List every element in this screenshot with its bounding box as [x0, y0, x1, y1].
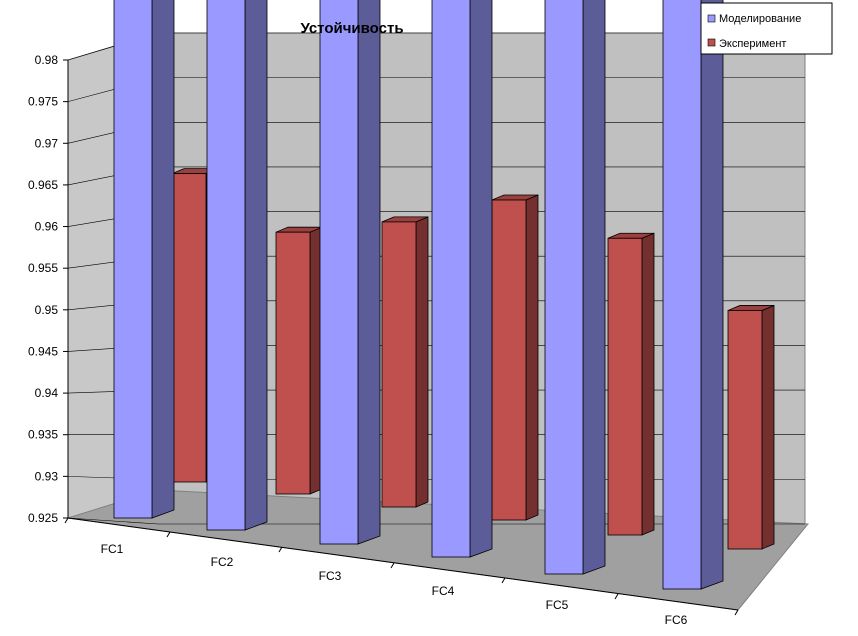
bar-modeling-front	[431, 0, 471, 558]
legend: Моделирование Эксперимент	[700, 2, 833, 55]
bar-experiment-side	[641, 232, 655, 536]
bar-experiment	[491, 194, 539, 521]
bar-experiment-front	[727, 310, 763, 550]
side-gridline	[67, 517, 159, 525]
bars	[113, 0, 775, 590]
bar-modeling-side	[469, 0, 493, 558]
bar-modeling	[113, 0, 175, 519]
y-tick-label: 0.96	[35, 220, 59, 234]
x-tick-label: FC4	[432, 584, 455, 598]
bar-modeling	[319, 0, 381, 545]
x-tick-label: FC5	[546, 598, 569, 612]
x-tick	[278, 546, 283, 553]
bar-modeling-front	[544, 0, 584, 575]
x-tick	[64, 517, 69, 524]
y-tick-label: 0.945	[28, 344, 58, 358]
chart-title: Устойчивость	[300, 20, 403, 37]
bar-experiment-front	[607, 237, 643, 536]
y-tick-label: 0.93	[35, 469, 59, 483]
y-tick-label: 0.925	[28, 511, 58, 525]
legend-swatch-1	[707, 14, 716, 23]
x-tick	[166, 531, 171, 538]
legend-label-1: Моделирование	[719, 13, 801, 25]
bar-experiment	[171, 168, 219, 483]
bar-modeling-front	[113, 0, 153, 519]
bar-experiment	[607, 232, 655, 536]
bar-experiment-front	[275, 231, 311, 495]
bar-modeling	[431, 0, 493, 558]
y-tick-label: 0.95	[35, 303, 59, 317]
y-tick-label: 0.955	[28, 261, 58, 275]
bar-modeling-side	[582, 0, 606, 575]
y-tick-label: 0.98	[35, 53, 59, 67]
bar-modeling-front	[206, 0, 246, 531]
bar-modeling	[662, 0, 724, 590]
x-tick	[501, 577, 506, 584]
x-tick-label: FC1	[101, 542, 124, 556]
y-axis: 0.925 0.93 0.935 0.94 0.945 0.95 0.955 0.96 0.96…	[28, 53, 739, 611]
y-tick-label: 0.975	[28, 95, 58, 109]
bar-modeling-front	[662, 0, 702, 590]
bar-experiment	[275, 226, 323, 495]
bar-modeling	[544, 0, 606, 575]
bar-experiment-side	[525, 194, 539, 521]
y-tick-label: 0.94	[35, 386, 59, 400]
x-tick-label: FC3	[319, 569, 342, 583]
x-tick	[390, 562, 395, 569]
y-tick-label: 0.935	[28, 428, 58, 442]
legend-box	[700, 2, 833, 55]
bar-experiment-front	[491, 199, 527, 521]
bar-modeling	[206, 0, 268, 531]
bar-modeling-side	[357, 0, 381, 545]
x-tick	[614, 593, 619, 600]
y-tick-label: 0.97	[35, 136, 59, 150]
x-tick	[734, 609, 739, 616]
x-axis-line	[67, 517, 739, 611]
bar-experiment	[727, 304, 775, 550]
bar-experiment	[381, 216, 429, 508]
bar-modeling-side	[700, 0, 724, 590]
x-tick-label: FC2	[211, 555, 234, 569]
x-axis: FC1 FC2 FC3 FC4 FC5 FC6	[64, 517, 739, 627]
x-tick-label: FC6	[665, 613, 688, 627]
bar-experiment-side	[761, 304, 775, 550]
bar-experiment-front	[381, 221, 417, 508]
y-tick-label: 0.965	[28, 178, 58, 192]
bar-modeling-side	[244, 0, 268, 531]
legend-swatch-2	[707, 38, 716, 47]
bar-experiment-front	[171, 173, 207, 483]
bar-modeling-side	[151, 0, 175, 519]
bar-experiment-side	[415, 216, 429, 508]
bar-modeling-front	[319, 0, 359, 545]
legend-label-2: Эксперимент	[719, 38, 786, 50]
